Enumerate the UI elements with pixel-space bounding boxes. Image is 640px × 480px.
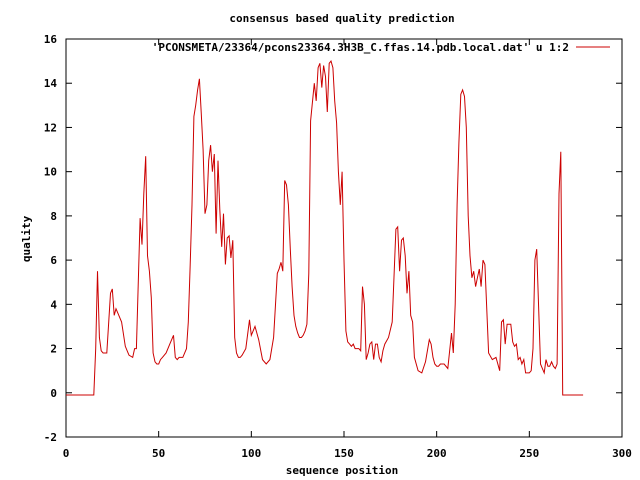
y-tick-label: 4 [50, 298, 57, 311]
x-tick-label: 200 [427, 447, 447, 460]
series-line-0 [66, 60, 584, 396]
y-tick-label: 14 [44, 77, 58, 90]
legend-label: 'PCONSMETA/23364/pcons23364.3H3B_C.ffas.… [152, 41, 569, 54]
plot-frame [65, 38, 623, 438]
series-layer [66, 60, 584, 396]
y-tick-label: 10 [44, 166, 57, 179]
y-tick-label: 2 [50, 343, 57, 356]
y-tick-label: 6 [50, 254, 57, 267]
x-tick-label: 100 [241, 447, 261, 460]
legend: 'PCONSMETA/23364/pcons23364.3H3B_C.ffas.… [152, 41, 610, 54]
x-tick-label: 50 [152, 447, 165, 460]
x-axis-label: sequence position [286, 464, 399, 477]
y-tick-label: 0 [50, 387, 57, 400]
chart-title: consensus based quality prediction [229, 12, 454, 25]
y-tick-label: 8 [50, 210, 57, 223]
y-tick-label: -2 [44, 431, 57, 444]
x-tick-label: 300 [612, 447, 632, 460]
x-tick-label: 250 [519, 447, 539, 460]
x-tick-label: 0 [63, 447, 70, 460]
y-axis-label: quality [20, 215, 33, 262]
y-tick-label: 16 [44, 33, 58, 46]
x-tick-label: 150 [334, 447, 354, 460]
y-tick-label: 12 [44, 121, 57, 134]
tick-labels: 0 50 100 150 200 250 300 -2 0 2 4 6 8 10 12 14 16 [44, 33, 632, 460]
